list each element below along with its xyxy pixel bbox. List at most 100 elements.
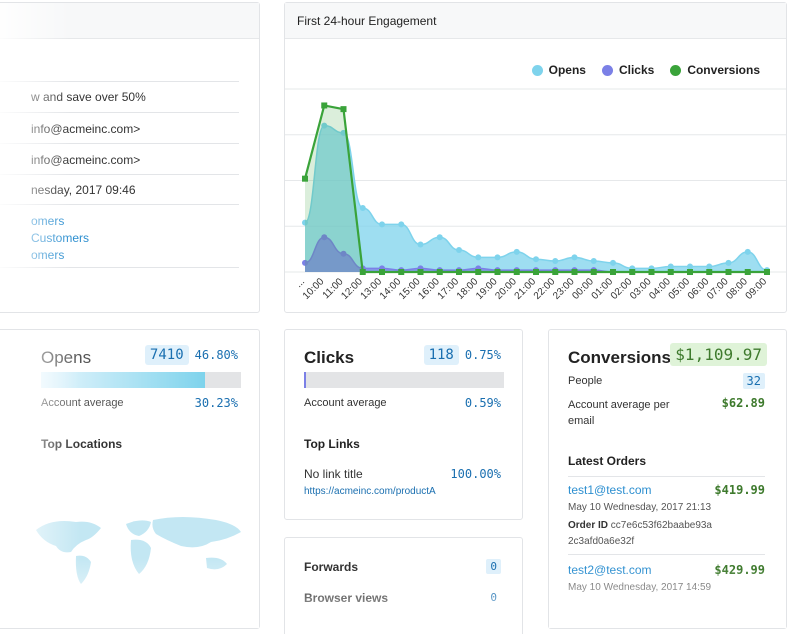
browser-views-label: Browser views	[304, 591, 389, 605]
conversions-point	[340, 106, 347, 113]
legend-clicks[interactable]: Clicks	[601, 63, 655, 77]
clicks-count-badge: 118	[423, 345, 459, 365]
conversions-title: Conversions	[568, 348, 671, 367]
conversions-point	[706, 269, 713, 275]
legend-opens-swatch	[531, 64, 543, 76]
x-tick-label: ...	[293, 276, 307, 290]
opens-point	[667, 263, 674, 270]
opens-point	[533, 256, 539, 263]
details-card-header	[0, 3, 259, 39]
opens-progress-track	[41, 372, 241, 388]
conversions-point	[590, 269, 597, 275]
conversions-point	[379, 269, 385, 275]
top-locations-title: Top Locations	[41, 437, 123, 451]
conversions-point	[610, 269, 616, 275]
forwards-label: Forwards	[304, 560, 359, 574]
opens-point	[379, 221, 385, 228]
order-date: May 10 Wednesday, 2017 14:59	[568, 582, 712, 593]
sent-date-value: nesday, 2017 09:46	[31, 183, 136, 197]
conversions-point	[436, 269, 443, 275]
top-links-title: Top Links	[304, 437, 360, 451]
conversions-point	[321, 102, 328, 109]
conversions-point	[571, 269, 578, 275]
browser-views-value: 0	[490, 591, 497, 604]
reply-to-value: info@acmeinc.com>	[31, 153, 141, 167]
conversions-point	[629, 269, 636, 275]
order-id-row: Order ID cc7e6c53f62baabe93a2c3afd0a6e32…	[568, 518, 714, 550]
conversions-point	[687, 269, 693, 275]
opens-point	[744, 248, 751, 255]
opens-point	[687, 263, 693, 270]
list-link-2[interactable]: Customers	[31, 231, 90, 245]
opens-point	[494, 254, 501, 261]
list-link-3[interactable]: omers	[31, 248, 65, 262]
legend-clicks-label: Clicks	[618, 63, 655, 77]
clicks-point	[340, 250, 347, 257]
opens-point	[590, 258, 597, 265]
people-value: 32	[742, 373, 765, 389]
legend-opens[interactable]: Opens	[531, 63, 586, 77]
conversions-point	[667, 269, 674, 275]
opens-progress-fill	[41, 372, 205, 388]
conversions-point	[533, 269, 539, 275]
opens-point	[725, 259, 732, 266]
legend-conversions-label: Conversions	[687, 63, 760, 77]
clicks-progress-track	[304, 372, 504, 388]
clicks-area	[305, 237, 767, 272]
opens-avg-label: Account average	[41, 397, 124, 409]
order-id-value: cc7e6c53f62baabe93a2c3afd0a6e32f	[568, 520, 712, 547]
clicks-avg-label: Account average	[304, 397, 387, 409]
conversions-point	[302, 175, 308, 182]
order-email[interactable]: test2@test.com	[568, 563, 652, 577]
world-map	[36, 517, 241, 584]
conversions-point	[417, 269, 424, 275]
latest-orders-title: Latest Orders	[568, 454, 647, 468]
clicks-avg-value: 0.59%	[464, 396, 501, 410]
conversions-point	[513, 269, 520, 275]
x-tick-label: 09:00	[744, 276, 770, 302]
order-item[interactable]: test2@test.com $429.99 May 10 Wednesday,…	[549, 552, 786, 612]
other-stats-card: Forwards 0 Browser views 0	[284, 537, 523, 634]
opens-point	[302, 219, 308, 226]
opens-count-badge: 7410	[144, 345, 189, 365]
link-url[interactable]: https://acmeinc.com/productA	[304, 486, 436, 497]
engagement-chart: ...10:0011:0012:0013:0014:0015:0016:0017…	[285, 88, 786, 302]
clicks-title: Clicks	[304, 348, 355, 367]
legend-conversions[interactable]: Conversions	[670, 63, 760, 77]
subject-value: w and save over 50%	[31, 90, 146, 104]
link-percentage: 100.00%	[450, 467, 501, 481]
chart-legend: Opens Clicks Conversions	[516, 63, 760, 77]
clicks-point	[321, 234, 328, 241]
conversions-point	[475, 269, 482, 275]
from-value: info@acmeinc.com>	[31, 122, 141, 136]
opens-point	[359, 204, 366, 211]
conversions-card: Conversions $1,109.97 People 32 Account …	[548, 329, 787, 629]
opens-point	[513, 248, 520, 255]
list-link-1[interactable]: omers	[31, 214, 65, 228]
clicks-progress-fill	[304, 372, 306, 388]
order-id-label: Order ID	[568, 520, 609, 531]
order-email[interactable]: test1@test.com	[568, 483, 652, 497]
engagement-title: First 24-hour Engagement	[285, 3, 786, 39]
legend-clicks-swatch	[601, 64, 613, 76]
opens-point	[398, 221, 405, 228]
conversions-avg-label: Account average per email	[568, 399, 670, 427]
order-date: May 10 Wednesday, 2017 21:13	[568, 502, 712, 513]
legend-conversions-swatch	[670, 64, 682, 76]
clicks-point	[302, 259, 308, 266]
forwards-value: 0	[486, 559, 501, 574]
conversions-point	[744, 269, 751, 275]
order-item[interactable]: test1@test.com $419.99 May 10 Wednesday,…	[549, 470, 786, 552]
order-amount: $429.99	[714, 563, 765, 577]
opens-point	[417, 241, 424, 248]
clicks-card: Clicks 118 0.75% Account average 0.59% T…	[284, 329, 523, 520]
conversions-point	[398, 269, 405, 275]
opens-point	[552, 258, 559, 265]
people-label: People	[568, 375, 603, 387]
opens-point	[321, 122, 328, 129]
conversions-point	[648, 269, 655, 275]
conversions-point	[725, 269, 732, 275]
opens-point	[571, 254, 578, 261]
conversions-point	[359, 269, 366, 275]
opens-point	[706, 263, 713, 270]
